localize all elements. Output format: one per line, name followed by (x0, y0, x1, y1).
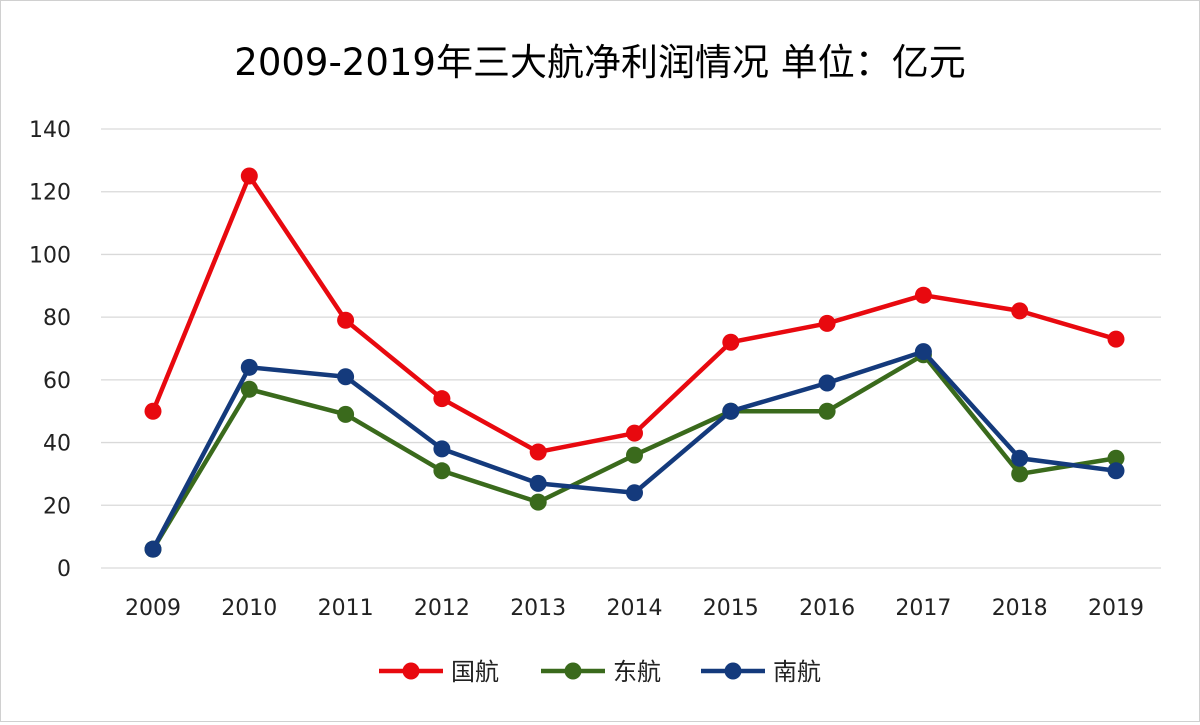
y-tick-label: 60 (43, 369, 71, 394)
data-point (433, 390, 451, 408)
data-point (818, 314, 836, 332)
data-point (626, 446, 643, 464)
legend-item: 国航 (379, 658, 499, 686)
data-point (144, 540, 162, 558)
data-point (1107, 462, 1125, 480)
series-南航 (144, 343, 1125, 558)
data-point (337, 368, 355, 386)
x-tick-label: 2009 (125, 596, 181, 621)
legend-label: 东航 (613, 658, 661, 686)
chart-title: 2009-2019年三大航净利润情况 单位：亿元 (234, 41, 965, 84)
y-tick-label: 80 (43, 306, 71, 331)
data-point (1107, 330, 1125, 348)
y-tick-label: 40 (43, 432, 71, 457)
data-point (1011, 449, 1029, 467)
series-东航 (144, 346, 1125, 558)
y-tick-label: 120 (29, 181, 71, 206)
data-point (433, 462, 451, 480)
data-point (337, 405, 355, 423)
data-point (1011, 465, 1029, 483)
legend-marker (724, 662, 742, 680)
data-point (433, 440, 451, 458)
data-point (240, 167, 258, 185)
legend-item: 东航 (541, 658, 661, 686)
data-point (722, 333, 740, 351)
y-tick-label: 0 (57, 557, 71, 582)
data-point (914, 343, 932, 361)
legend-item: 南航 (701, 658, 821, 686)
y-tick-label: 20 (43, 494, 71, 519)
x-tick-label: 2015 (703, 596, 759, 621)
data-point (626, 424, 643, 442)
legend-label: 国航 (451, 658, 499, 686)
y-tick-label: 140 (29, 118, 71, 143)
y-tick-label: 100 (29, 243, 71, 268)
data-point (1011, 302, 1029, 320)
x-tick-label: 2018 (992, 596, 1048, 621)
legend-marker (402, 662, 420, 680)
series-国航 (144, 167, 1125, 461)
legend-marker (564, 662, 582, 680)
x-tick-label: 2010 (221, 596, 277, 621)
data-point (722, 402, 740, 420)
x-tick-label: 2016 (799, 596, 855, 621)
data-point (240, 380, 258, 398)
x-tick-label: 2012 (414, 596, 470, 621)
data-point (529, 474, 547, 492)
series-line (150, 173, 1117, 455)
data-point (914, 286, 932, 304)
data-point (818, 374, 836, 392)
x-tick-label: 2017 (895, 596, 951, 621)
data-point (337, 311, 355, 329)
data-point (529, 443, 547, 461)
data-point (1107, 449, 1125, 467)
x-tick-label: 2011 (318, 596, 374, 621)
data-point (626, 484, 643, 502)
x-tick-label: 2013 (510, 596, 566, 621)
legend-label: 南航 (773, 658, 821, 686)
data-point (240, 358, 258, 376)
data-point (818, 402, 836, 420)
x-tick-label: 2019 (1088, 596, 1144, 621)
data-point (144, 402, 162, 420)
data-point (529, 493, 547, 511)
x-tick-label: 2014 (607, 596, 663, 621)
